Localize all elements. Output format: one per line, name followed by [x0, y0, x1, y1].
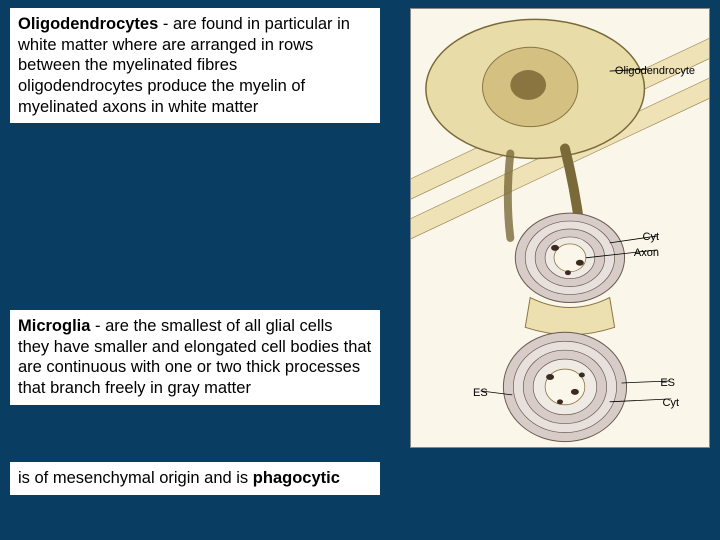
- figure-label-es-1: ES: [473, 387, 488, 399]
- paragraph: Microglia - are the smallest of all glia…: [18, 316, 372, 399]
- figure-label-cyt-1: Cyt: [643, 231, 660, 243]
- figure-label-es-2: ES: [660, 377, 675, 389]
- definition-text: - are the smallest of all glial cells: [90, 317, 332, 335]
- figure-label-cyt-2: Cyt: [663, 397, 680, 409]
- myelin-sheath: [503, 213, 626, 441]
- body-text: is of mesenchymal origin and is: [18, 469, 253, 487]
- text-block-origin: is of mesenchymal origin and is phagocyt…: [10, 462, 380, 495]
- anatomy-figure: Oligodendrocyte Cyt Axon ES ES Cyt: [410, 8, 710, 448]
- body-text: oligodendrocytes produce the myelin of m…: [18, 77, 305, 116]
- term-phagocytic: phagocytic: [253, 469, 340, 487]
- term-oligodendrocytes: Oligodendrocytes: [18, 15, 158, 33]
- text-block-oligodendrocytes: Oligodendrocytes - are found in particul…: [10, 8, 380, 123]
- term-microglia: Microglia: [18, 317, 90, 335]
- figure-label-axon: Axon: [634, 247, 659, 259]
- figure-label-oligodendrocyte: Oligodendrocyte: [615, 65, 695, 77]
- text-block-microglia: Microglia - are the smallest of all glia…: [10, 310, 380, 405]
- body-text: they have smaller and elongated cell bod…: [18, 338, 371, 397]
- paragraph: Oligodendrocytes - are found in particul…: [18, 14, 372, 117]
- paragraph: is of mesenchymal origin and is phagocyt…: [18, 468, 372, 489]
